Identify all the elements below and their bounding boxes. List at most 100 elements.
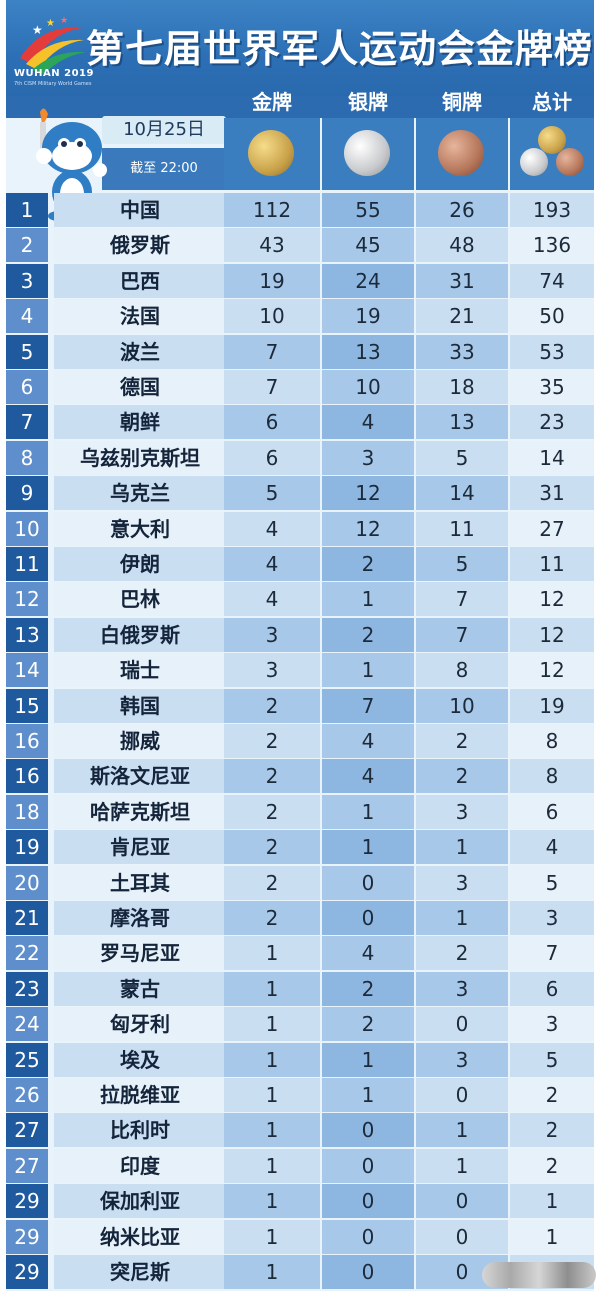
gold-count: 112 <box>224 193 320 227</box>
table-row: 7 朝鲜 6 4 13 23 <box>6 405 594 440</box>
gold-count: 1 <box>224 936 320 971</box>
silver-count: 45 <box>322 228 414 263</box>
gold-count: 1 <box>224 1113 320 1148</box>
gold-count: 1 <box>224 1078 320 1112</box>
bronze-count: 21 <box>416 299 508 334</box>
rank-cell: 4 <box>6 299 48 334</box>
rank-cell: 16 <box>6 759 48 794</box>
rank-cell: 20 <box>6 865 48 900</box>
country-cell: 巴林 <box>54 582 226 617</box>
silver-count: 1 <box>322 1078 414 1112</box>
country-cell: 乌克兰 <box>54 476 226 511</box>
table-row: 16 挪威 2 4 2 8 <box>6 724 594 759</box>
total-medals-cell <box>510 118 594 190</box>
gold-count: 19 <box>224 263 320 298</box>
table-row: 27 印度 1 0 1 2 <box>6 1148 594 1184</box>
country-cell: 挪威 <box>54 724 226 758</box>
table-row: 11 伊朗 4 2 5 11 <box>6 547 594 582</box>
gold-count: 1 <box>224 1255 320 1289</box>
silver-count: 0 <box>322 1219 414 1254</box>
rank-cell: 15 <box>6 688 48 723</box>
silver-count: 1 <box>322 830 414 865</box>
gold-count: 4 <box>224 582 320 617</box>
gold-count: 3 <box>224 617 320 652</box>
silver-count: 4 <box>322 759 414 794</box>
total-count: 74 <box>510 263 594 298</box>
bronze-count: 5 <box>416 440 508 475</box>
gold-count: 6 <box>224 405 320 440</box>
gold-count: 4 <box>224 511 320 546</box>
bronze-count: 14 <box>416 476 508 511</box>
table-row: 4 法国 10 19 21 50 <box>6 299 594 334</box>
silver-column-header: 银牌 <box>348 90 388 114</box>
rank-cell: 5 <box>6 334 48 369</box>
table-row: 23 蒙古 1 2 3 6 <box>6 971 594 1007</box>
medal-table-page: ★ ★ ★ WUHAN 2019 7th CISM Military World… <box>6 0 596 1291</box>
silver-count: 4 <box>322 936 414 971</box>
table-row: 19 肯尼亚 2 1 1 4 <box>6 830 594 865</box>
table-row: 16 斯洛文尼亚 2 4 2 8 <box>6 759 594 794</box>
total-count: 27 <box>510 511 594 546</box>
silver-count: 24 <box>322 263 414 298</box>
table-row: 8 乌兹别克斯坦 6 3 5 14 <box>6 440 594 476</box>
silver-count: 0 <box>322 1184 414 1219</box>
silver-count: 7 <box>322 688 414 723</box>
silver-count: 4 <box>322 724 414 758</box>
bronze-count: 2 <box>416 936 508 971</box>
gold-medal-icon <box>248 130 294 176</box>
silver-count: 19 <box>322 299 414 334</box>
gold-medal-small-icon <box>538 126 566 154</box>
silver-count: 55 <box>322 193 414 227</box>
total-count: 2 <box>510 1148 594 1183</box>
silver-count: 12 <box>322 476 414 511</box>
rank-cell: 6 <box>6 370 48 404</box>
total-count: 19 <box>510 688 594 723</box>
country-cell: 突尼斯 <box>54 1255 226 1289</box>
svg-text:★: ★ <box>46 18 55 29</box>
bronze-medal-icon <box>438 130 484 176</box>
table-row: 14 瑞士 3 1 8 12 <box>6 653 594 688</box>
total-count: 136 <box>510 228 594 263</box>
silver-count: 1 <box>322 794 414 829</box>
gold-count: 7 <box>224 370 320 404</box>
bronze-count: 3 <box>416 794 508 829</box>
bronze-count: 1 <box>416 1148 508 1183</box>
silver-count: 1 <box>322 653 414 688</box>
bronze-count: 0 <box>416 1078 508 1112</box>
svg-text:★: ★ <box>32 23 43 37</box>
total-count: 6 <box>510 971 594 1006</box>
country-cell: 波兰 <box>54 334 226 369</box>
silver-count: 2 <box>322 547 414 581</box>
logo-subtext: 7th CISM Military World Games <box>14 81 92 87</box>
table-row: 24 匈牙利 1 2 0 3 <box>6 1007 594 1042</box>
silver-count: 12 <box>322 511 414 546</box>
total-count: 31 <box>510 476 594 511</box>
country-cell: 乌兹别克斯坦 <box>54 440 226 475</box>
total-count: 2 <box>510 1113 594 1148</box>
total-count: 5 <box>510 865 594 900</box>
total-count: 12 <box>510 582 594 617</box>
gold-count: 1 <box>224 1148 320 1183</box>
table-row: 29 保加利亚 1 0 0 1 <box>6 1184 594 1219</box>
rank-cell: 12 <box>6 582 48 617</box>
rank-cell: 10 <box>6 511 48 546</box>
rank-cell: 29 <box>6 1184 48 1219</box>
country-cell: 哈萨克斯坦 <box>54 794 226 829</box>
rank-cell: 2 <box>6 228 48 263</box>
total-count: 23 <box>510 405 594 440</box>
total-count: 1 <box>510 1184 594 1219</box>
country-cell: 纳米比亚 <box>54 1219 226 1254</box>
gold-count: 1 <box>224 971 320 1006</box>
rank-cell: 25 <box>6 1042 48 1077</box>
gold-count: 5 <box>224 476 320 511</box>
silver-medal-cell <box>322 118 414 190</box>
table-row: 3 巴西 19 24 31 74 <box>6 263 594 299</box>
table-row: 2 俄罗斯 43 45 48 136 <box>6 228 594 263</box>
silver-count: 3 <box>322 440 414 475</box>
rank-cell: 26 <box>6 1078 48 1112</box>
bronze-count: 2 <box>416 724 508 758</box>
table-row: 13 白俄罗斯 3 2 7 12 <box>6 617 594 653</box>
silver-count: 13 <box>322 334 414 369</box>
bronze-count: 33 <box>416 334 508 369</box>
games-logo: ★ ★ ★ <box>20 16 86 74</box>
